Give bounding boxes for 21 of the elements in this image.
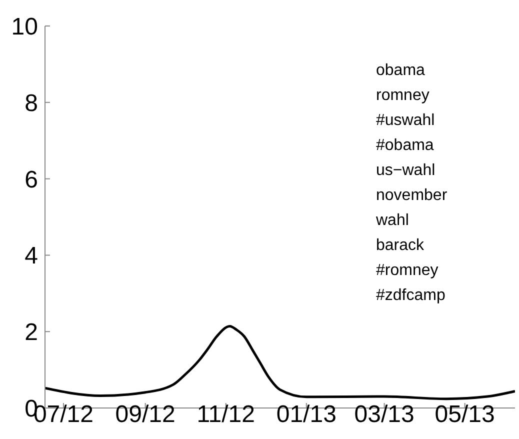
- y-tick-label: 10: [11, 14, 38, 41]
- line-series: [45, 325, 515, 400]
- annotation: obama: [376, 61, 426, 81]
- y-tick-label: 8: [24, 90, 38, 117]
- x-tick-label: 09/12: [115, 401, 176, 428]
- y-tick-label: 2: [24, 319, 38, 346]
- annotation: barack: [376, 236, 426, 256]
- y-tick-label: 6: [24, 166, 38, 194]
- x-tick-label: 11/12: [196, 401, 256, 428]
- annotation: wahl: [376, 211, 410, 231]
- y-tick-label: 4: [24, 242, 38, 270]
- annotation: #uswahl: [376, 111, 436, 131]
- annotation: #obama: [376, 136, 435, 156]
- x-tick-label: 03/13: [354, 401, 414, 428]
- x-tick-label: 05/13: [434, 401, 495, 428]
- annotation: romney: [376, 86, 430, 106]
- annotation: us−wahl: [376, 161, 436, 181]
- annotation: #romney: [376, 261, 440, 281]
- annotation: #zdfcamp: [376, 286, 446, 306]
- x-tick-label: 01/13: [276, 401, 336, 428]
- annotation: november: [376, 186, 448, 206]
